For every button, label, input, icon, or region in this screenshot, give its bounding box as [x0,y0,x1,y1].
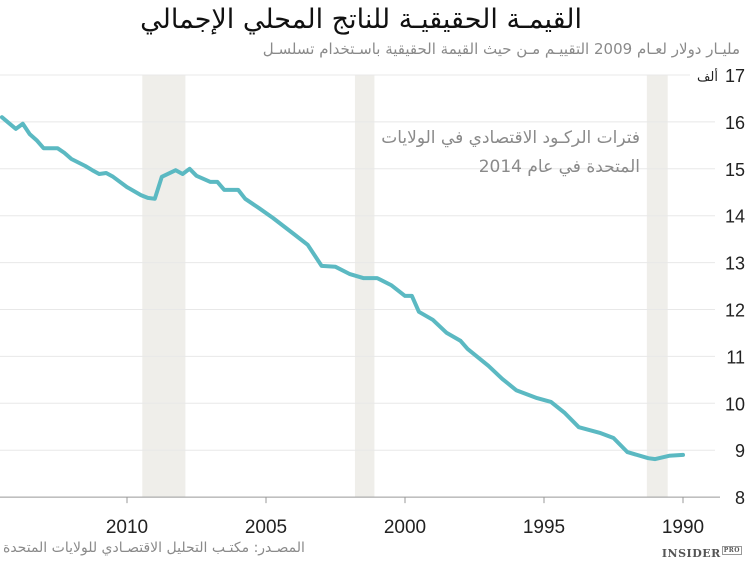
x-tick-label: 2010 [106,517,148,538]
source-note: المصـدر: مكتـب التحليل الاقتصـادي للولاي… [3,540,305,556]
x-tick-label: 2000 [384,517,426,538]
y-tick-label: 13 [725,254,745,274]
y-tick-label: 17 [725,66,745,86]
y-tick-label: 12 [725,301,745,321]
y-tick-label: 11 [726,347,745,367]
y-tick-label: 9 [735,441,745,461]
x-tick-label: 1995 [523,517,565,538]
y-tick-label: 16 [725,113,745,133]
x-tick-label: 2005 [245,517,287,538]
logo-badge: PRO [721,546,742,555]
y-tick-label: 10 [725,394,745,414]
insider-pro-logo: INSIDER PRO [661,546,742,560]
chart-subtitle: مليـار دولار لعـام 2009 التقييـم مـن حيث… [262,40,740,58]
y-unit-label: ألف [697,68,718,85]
y-tick-label: 8 [735,488,745,508]
recession-band [354,75,375,498]
recession-band [646,75,668,498]
legend-line-2: المتحدة في عام 2014 [478,157,640,177]
x-tick-label: 1990 [662,517,704,538]
recession-legend: فترات الركـود الاقتصادي في الولايات المت… [380,124,640,182]
recession-band [142,75,186,498]
legend-line-1: فترات الركـود الاقتصادي في الولايات [381,128,640,148]
y-tick-label: 14 [725,207,745,227]
chart-title: القيمـة الحقيقيـة للناتج المحلي الإجمالي [140,4,582,35]
logo-text: INSIDER [661,547,721,560]
y-tick-label: 15 [725,160,745,180]
